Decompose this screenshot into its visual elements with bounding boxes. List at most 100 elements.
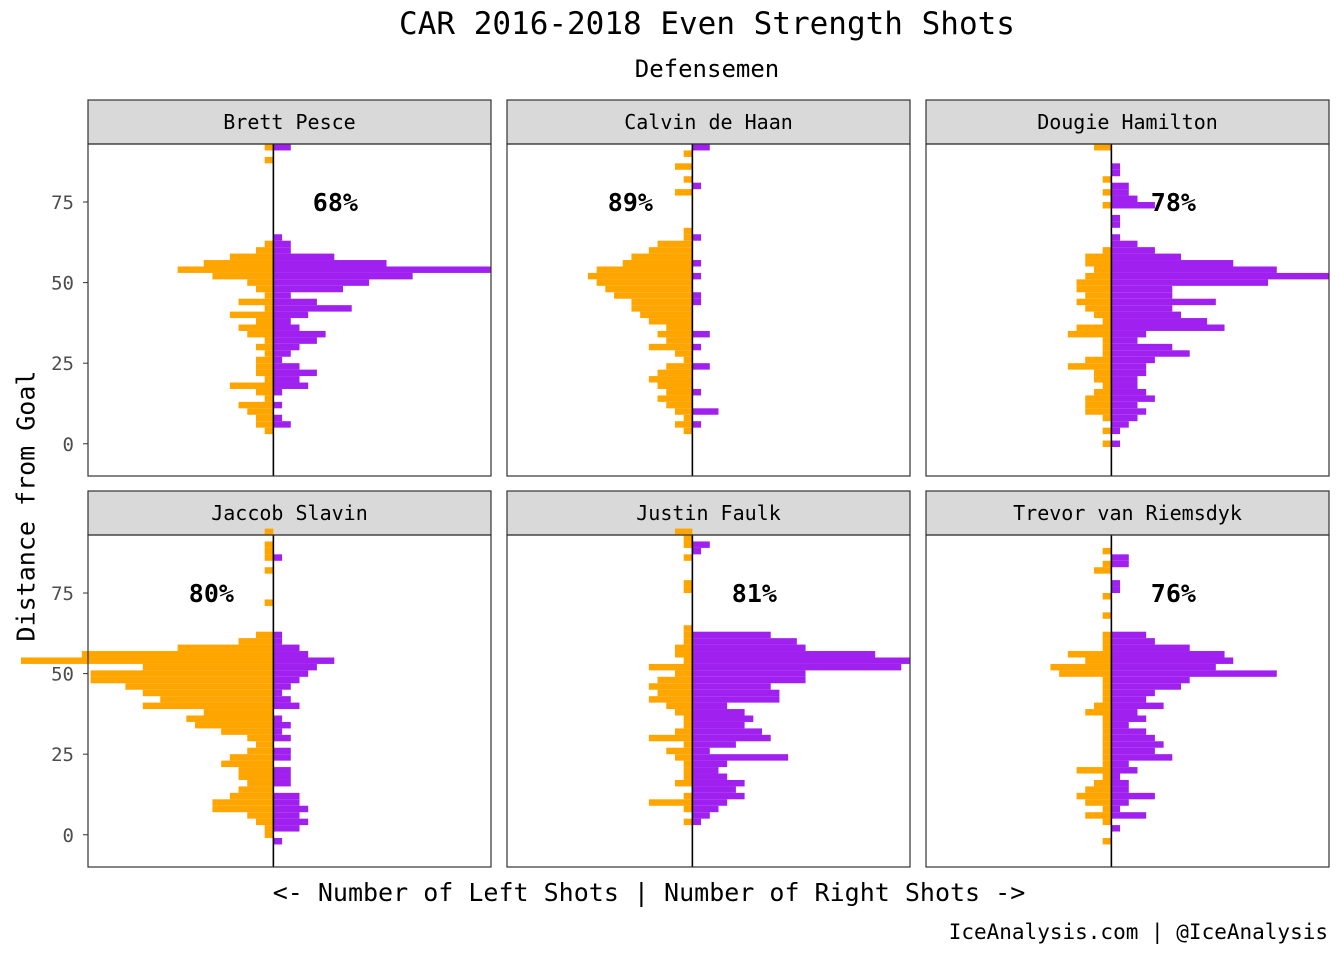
left-shot-bar bbox=[203, 260, 274, 267]
chart-subtitle: Defensemen bbox=[634, 55, 780, 83]
left-shot-bar bbox=[657, 330, 693, 338]
left-shot-bar bbox=[683, 792, 693, 800]
right-shot-bar bbox=[273, 350, 291, 357]
left-shot-bar bbox=[1085, 709, 1112, 716]
panel-strip-label: Justin Faulk bbox=[636, 501, 781, 525]
left-shot-bar bbox=[264, 831, 274, 838]
panel-strip bbox=[506, 99, 911, 145]
left-shot-bar bbox=[1102, 747, 1112, 755]
right-shot-bar bbox=[1111, 182, 1129, 190]
left-shot-bar bbox=[142, 689, 274, 697]
left-shot-bar bbox=[238, 638, 274, 645]
left-shot-bar bbox=[657, 369, 693, 377]
right-shot-bar bbox=[1111, 560, 1129, 568]
left-shot-bar bbox=[683, 427, 693, 435]
right-shot-bar bbox=[692, 663, 902, 671]
right-shot-bar bbox=[692, 644, 806, 652]
left-shot-bar bbox=[587, 272, 693, 280]
left-shot-bar bbox=[229, 311, 274, 319]
left-shot-bar bbox=[203, 709, 274, 716]
left-shot-bar bbox=[229, 792, 274, 800]
left-shot-bar bbox=[1076, 792, 1112, 800]
left-shot-bar bbox=[125, 683, 274, 690]
left-shot-bar bbox=[648, 799, 693, 806]
right-shot-bar bbox=[273, 702, 300, 710]
left-shot-bar bbox=[674, 670, 693, 677]
left-shot-bar bbox=[666, 324, 693, 331]
left-shot-bar bbox=[264, 376, 274, 383]
percent-label: 80% bbox=[189, 579, 234, 608]
right-shot-bar bbox=[1111, 683, 1182, 690]
right-shot-bar bbox=[1111, 369, 1147, 377]
right-shot-bar bbox=[273, 318, 291, 325]
right-shot-bar bbox=[692, 747, 710, 755]
right-shot-bar bbox=[1111, 376, 1138, 383]
left-shot-bar bbox=[1093, 779, 1112, 787]
right-shot-bar bbox=[1111, 760, 1129, 768]
left-shot-bar bbox=[674, 754, 693, 761]
right-shot-bar bbox=[692, 676, 806, 684]
left-shot-bar bbox=[247, 330, 274, 338]
right-shot-bar bbox=[1111, 324, 1225, 331]
right-shot-bar bbox=[273, 670, 309, 677]
left-shot-bar bbox=[1102, 440, 1112, 447]
left-shot-bar bbox=[238, 324, 274, 331]
left-shot-bar bbox=[195, 721, 274, 729]
left-shot-bar bbox=[1102, 337, 1112, 344]
panel-1: Calvin de Haan 89% bbox=[506, 99, 911, 477]
right-shot-bar bbox=[1111, 214, 1121, 222]
right-shot-bar bbox=[273, 554, 283, 561]
right-shot-bar bbox=[692, 702, 728, 710]
right-shot-bar bbox=[1111, 260, 1234, 267]
right-shot-bar bbox=[273, 754, 291, 761]
left-shot-bar bbox=[1102, 728, 1112, 735]
right-shot-bar bbox=[273, 812, 300, 819]
left-shot-bar bbox=[1059, 670, 1112, 677]
left-shot-bar bbox=[648, 247, 693, 254]
left-shot-bar bbox=[1085, 292, 1112, 299]
left-shot-bar bbox=[683, 150, 693, 157]
y-tick-label: 50 bbox=[51, 664, 74, 686]
panel-strip-label: Dougie Hamilton bbox=[1037, 110, 1218, 134]
right-shot-bar bbox=[692, 728, 763, 735]
panel-border bbox=[925, 534, 1330, 868]
left-shot-bar bbox=[648, 318, 693, 325]
left-shot-bar bbox=[1093, 266, 1112, 273]
chart-title: CAR 2016-2018 Even Strength Shots bbox=[399, 6, 1015, 42]
right-shot-bar bbox=[1111, 408, 1147, 415]
left-shot-bar bbox=[1102, 202, 1112, 209]
left-shot-bar bbox=[1102, 754, 1112, 761]
left-shot-bar bbox=[212, 805, 274, 813]
left-shot-bar bbox=[255, 247, 274, 254]
left-shot-bar bbox=[648, 343, 693, 351]
left-shot-bar bbox=[648, 683, 693, 690]
right-shot-bar bbox=[692, 330, 710, 338]
left-shot-bar bbox=[674, 644, 693, 652]
right-shot-bar bbox=[692, 388, 702, 396]
right-shot-bar bbox=[273, 767, 291, 774]
right-shot-bar bbox=[692, 709, 745, 716]
right-shot-bar bbox=[692, 754, 789, 761]
left-shot-bar bbox=[666, 388, 693, 396]
right-shot-bar bbox=[1111, 554, 1129, 561]
right-shot-bar bbox=[273, 363, 300, 370]
right-shot-bar bbox=[1111, 792, 1155, 800]
left-shot-bar bbox=[674, 163, 693, 170]
left-shot-bar bbox=[596, 266, 693, 273]
left-shot-bar bbox=[255, 741, 274, 748]
left-shot-bar bbox=[683, 741, 693, 748]
left-shot-bar bbox=[1102, 644, 1112, 652]
right-shot-bar bbox=[1111, 247, 1155, 254]
left-shot-bar bbox=[1102, 741, 1112, 748]
right-shot-bar bbox=[1111, 580, 1121, 587]
right-shot-bar bbox=[273, 369, 317, 377]
right-shot-bar bbox=[273, 696, 291, 703]
left-shot-bar bbox=[666, 363, 693, 370]
y-tick-label: 25 bbox=[51, 353, 74, 375]
left-shot-bar bbox=[1102, 805, 1112, 813]
left-shot-bar bbox=[1102, 189, 1112, 196]
left-shot-bar bbox=[622, 260, 693, 267]
left-shot-bar bbox=[1093, 567, 1112, 574]
percent-label: 76% bbox=[1151, 579, 1196, 608]
left-shot-bar bbox=[1102, 318, 1112, 325]
